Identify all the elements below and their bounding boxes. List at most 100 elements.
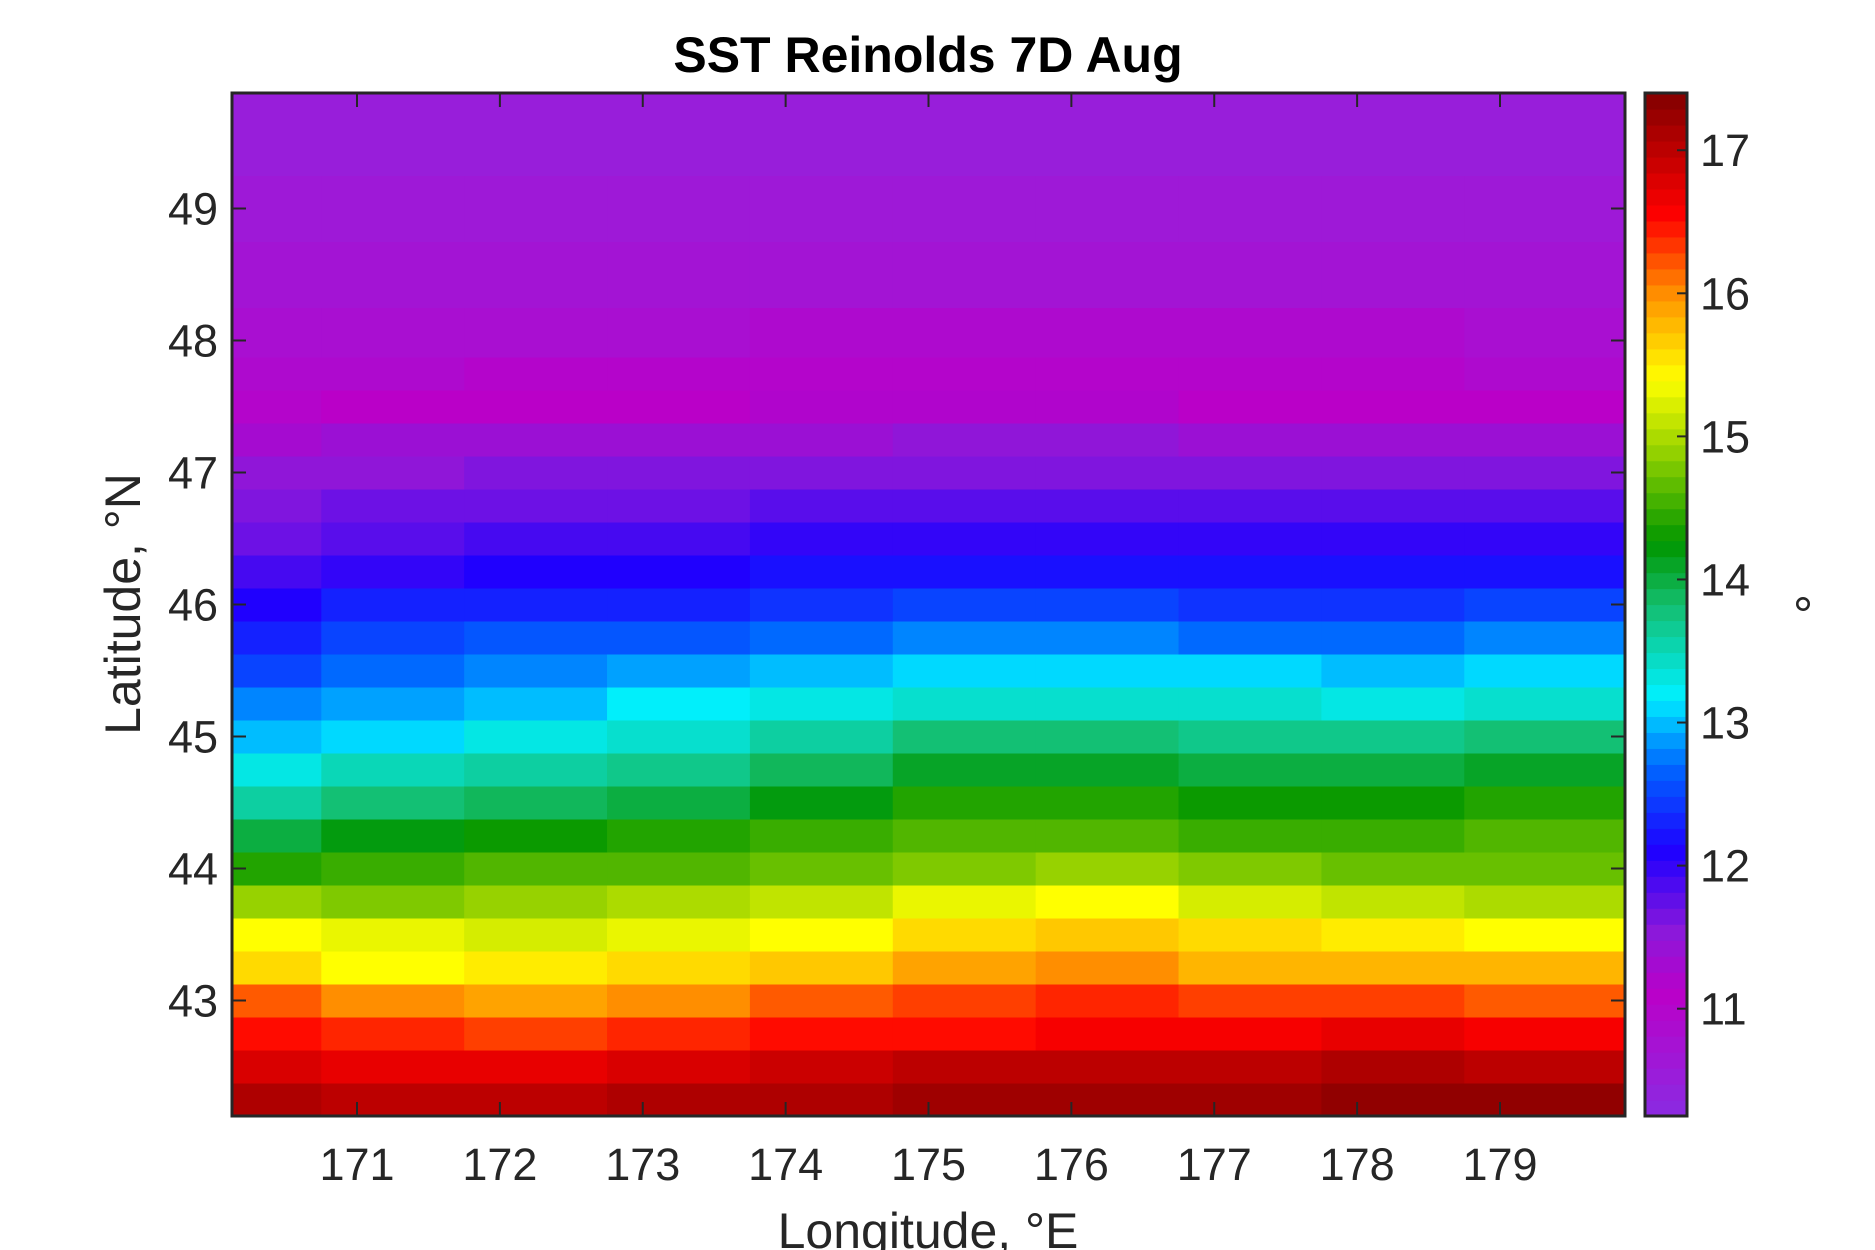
heatmap-cell	[1321, 654, 1465, 688]
heatmap-cell	[321, 885, 465, 919]
heatmap-cell	[232, 753, 322, 787]
colorbar-swatch	[1645, 684, 1687, 702]
colorbar-swatch	[1645, 428, 1687, 446]
heatmap-cell	[892, 93, 1037, 176]
y-axis-label: Latitude, °N	[95, 473, 151, 735]
heatmap-cell	[607, 307, 751, 358]
heatmap-cell	[464, 885, 608, 919]
heatmap-cell	[1464, 390, 1626, 424]
colorbar-swatch	[1645, 332, 1687, 350]
heatmap-cell	[232, 390, 322, 424]
heatmap-cell	[749, 819, 894, 853]
colorbar-swatch	[1645, 988, 1687, 1005]
heatmap-cell	[607, 489, 751, 523]
heatmap-cell	[232, 489, 322, 523]
heatmap-cell	[232, 1050, 322, 1084]
heatmap-cell	[464, 588, 608, 622]
colorbar-swatch	[1645, 380, 1687, 398]
colorbar-swatch	[1645, 844, 1687, 861]
y-tick-label: 46	[168, 580, 218, 631]
heatmap-cell	[607, 93, 751, 176]
heatmap-cell	[1035, 423, 1180, 457]
colorbar-swatch	[1645, 940, 1687, 957]
heatmap-cell	[749, 1083, 894, 1117]
colorbar-swatch	[1645, 1100, 1687, 1117]
colorbar-swatch	[1645, 524, 1687, 542]
colorbar-swatch	[1645, 812, 1687, 829]
heatmap-cell	[1321, 1017, 1465, 1051]
heatmap-cell	[464, 241, 608, 308]
colorbar-label: °	[1764, 594, 1820, 614]
heatmap-cell	[892, 175, 1037, 242]
heatmap-cell	[1321, 307, 1465, 358]
heatmap-cell	[464, 423, 608, 457]
heatmap-cell	[232, 588, 322, 622]
heatmap-cell	[1035, 555, 1180, 589]
colorbar-swatch	[1645, 1020, 1687, 1037]
heatmap-cell	[232, 621, 322, 655]
heatmap-cell	[892, 1017, 1037, 1051]
x-tick-label: 175	[891, 1139, 966, 1190]
heatmap-cell	[1178, 307, 1322, 358]
heatmap-cell	[1035, 621, 1180, 655]
heatmap-cell	[1321, 241, 1465, 308]
heatmap-cell	[1464, 786, 1626, 820]
heatmap-cell	[1464, 819, 1626, 853]
heatmap-cell	[321, 1017, 465, 1051]
heatmap-cell	[749, 951, 894, 985]
colorbar-swatch	[1645, 140, 1687, 158]
heatmap-cell	[232, 819, 322, 853]
colorbar-swatch	[1645, 828, 1687, 845]
heatmap-cell	[1178, 241, 1322, 308]
colorbar-swatch	[1645, 252, 1687, 270]
heatmap-cell	[749, 1050, 894, 1084]
heatmap-cell	[232, 307, 322, 358]
x-tick-label: 176	[1034, 1139, 1109, 1190]
x-tick-label: 171	[319, 1139, 394, 1190]
heatmap-cell	[607, 1050, 751, 1084]
colorbar-swatch	[1645, 108, 1687, 126]
heatmap-cell	[1035, 456, 1180, 490]
heatmap-cell	[892, 390, 1037, 424]
heatmap-cell	[1178, 456, 1322, 490]
heatmap-cell	[1178, 1017, 1322, 1051]
colorbar-swatch	[1645, 572, 1687, 590]
heatmap-cell	[892, 852, 1037, 886]
heatmap-cell	[1035, 918, 1180, 952]
x-tick-label: 177	[1177, 1139, 1252, 1190]
heatmap-cell	[1178, 885, 1322, 919]
heatmap-cell	[1321, 390, 1465, 424]
heatmap-cell	[232, 786, 322, 820]
heatmap-cell	[464, 93, 608, 176]
y-tick-label: 45	[168, 712, 218, 763]
heatmap-cell	[464, 522, 608, 556]
colorbar-swatch	[1645, 556, 1687, 574]
colorbar-swatch	[1645, 220, 1687, 238]
heatmap-cell	[892, 522, 1037, 556]
heatmap-cell	[1178, 357, 1322, 391]
heatmap-cell	[464, 819, 608, 853]
heatmap-cell	[1035, 390, 1180, 424]
colorbar-swatch	[1645, 924, 1687, 941]
heatmap-cell	[1321, 720, 1465, 754]
heatmap-cell	[1464, 654, 1626, 688]
heatmap-cell	[232, 852, 322, 886]
colorbar-swatch	[1645, 93, 1687, 110]
heatmap-cell	[232, 918, 322, 952]
heatmap-cell	[892, 984, 1037, 1018]
heatmap-cell	[1464, 885, 1626, 919]
heatmap-cell	[1464, 522, 1626, 556]
heatmap-cell	[1321, 621, 1465, 655]
heatmap-cell	[607, 753, 751, 787]
heatmap-cell	[1321, 687, 1465, 721]
heatmap-cell	[1464, 918, 1626, 952]
heatmap-cell	[1321, 885, 1465, 919]
heatmap-cell	[749, 241, 894, 308]
colorbar-swatch	[1645, 620, 1687, 638]
heatmap-cell	[749, 175, 894, 242]
heatmap-cell	[1464, 357, 1626, 391]
heatmap-cell	[892, 1050, 1037, 1084]
heatmap-cell	[1178, 522, 1322, 556]
heatmap-cell	[321, 423, 465, 457]
heatmap-cell	[892, 753, 1037, 787]
